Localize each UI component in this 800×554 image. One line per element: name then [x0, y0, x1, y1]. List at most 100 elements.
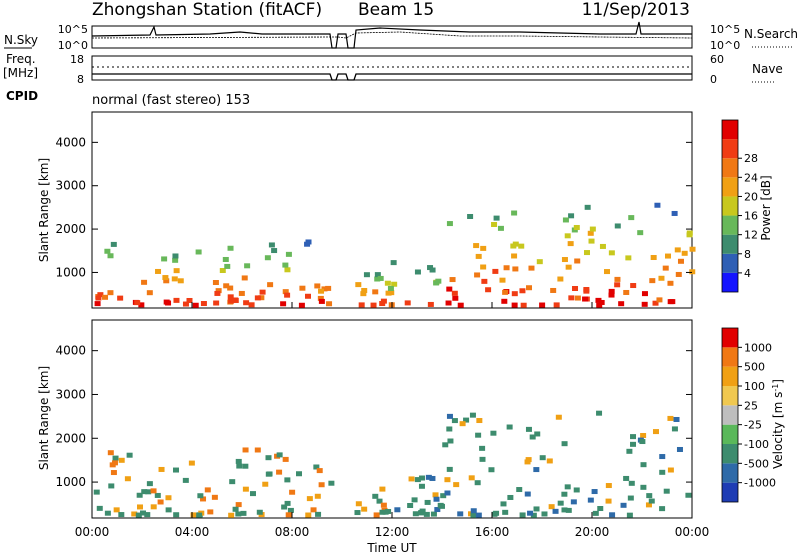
velocity-cell: [287, 507, 294, 513]
power-cell: [503, 265, 510, 271]
velocity-cell: [488, 467, 495, 473]
power-cell: [536, 259, 543, 265]
power-colorbar-swatch: [722, 253, 738, 273]
velocity-cell: [628, 480, 635, 486]
nsearch-label: N.Search: [744, 27, 798, 41]
power-cell: [587, 230, 594, 236]
power-cell: [97, 292, 104, 298]
power-cell: [564, 233, 571, 239]
power-cell: [254, 295, 261, 301]
power-cell: [414, 269, 421, 275]
power-cell: [227, 294, 234, 300]
power-cell: [481, 278, 488, 284]
xtick-label: 00:00: [675, 525, 710, 539]
velocity-cell: [529, 434, 536, 440]
power-cell: [427, 301, 434, 307]
power-cell: [667, 299, 674, 305]
velocity-cell: [313, 464, 320, 470]
power-cell: [427, 265, 434, 271]
velocity-cell: [626, 512, 633, 518]
power-cell: [161, 256, 168, 262]
power-cell: [451, 290, 458, 296]
velocity-cell: [470, 508, 477, 514]
power-cell: [568, 295, 575, 301]
velocity-cell: [506, 424, 513, 430]
power-cell: [171, 276, 178, 282]
power-cell: [574, 258, 581, 264]
power-cell: [671, 210, 678, 216]
freq-unit: [MHz]: [3, 66, 38, 80]
power-cell: [244, 263, 251, 269]
power-cell: [95, 295, 102, 301]
velocity-cell: [284, 477, 291, 483]
noise-search-line: [91, 31, 693, 39]
velocity-cell: [306, 496, 313, 502]
velocity-cell: [382, 509, 389, 515]
velocity-cell: [591, 489, 598, 495]
power-cell: [562, 217, 569, 223]
velocity-cell: [433, 496, 440, 502]
velocity-cell: [141, 489, 148, 495]
power-cell: [232, 297, 239, 303]
velocity-cell: [146, 481, 153, 487]
power-cell: [641, 291, 648, 297]
velocity-cell: [355, 501, 362, 507]
velocity-cell: [507, 494, 514, 500]
power-cell: [314, 283, 321, 289]
power-colorbar-tick-label: 24: [744, 171, 758, 184]
power-cell: [271, 248, 278, 254]
noise-left-tick-top: 10^5: [58, 23, 88, 36]
velocity-cell: [281, 504, 288, 510]
power-cell: [264, 255, 271, 261]
velocity-colorbar-swatch: [722, 366, 738, 386]
power-cell: [528, 265, 535, 271]
power-cell: [625, 255, 632, 261]
power-cell: [227, 245, 234, 251]
power-cell: [215, 288, 222, 294]
power-cell: [467, 213, 474, 219]
velocity-plot-frame: [91, 319, 693, 519]
velocity-cell: [315, 511, 322, 517]
freq-tick-bottom: 8: [77, 73, 84, 86]
power-cell: [282, 289, 289, 295]
velocity-cell: [453, 482, 460, 488]
power-ylabel: Slant Range [km]: [37, 158, 51, 262]
power-cell: [501, 298, 508, 304]
velocity-ylabel: Slant Range [km]: [37, 366, 51, 470]
velocity-cell: [361, 506, 368, 512]
velocity-cell: [104, 510, 111, 516]
power-y-axis: 1000 2000 3000 4000: [55, 135, 692, 279]
power-colorbar-swatch: [722, 120, 738, 140]
power-colorbar: 4 8 12 16 20 24 28: [721, 119, 758, 293]
power-cell: [304, 293, 311, 299]
velocity-cell: [236, 463, 243, 469]
velocity-cell: [412, 511, 419, 517]
velocity-cell: [429, 475, 436, 481]
power-cell: [652, 300, 659, 306]
power-cell: [285, 251, 292, 257]
velocity-cell: [113, 507, 120, 513]
velocity-cell: [418, 483, 425, 489]
velocity-cell: [150, 488, 157, 494]
power-cell: [326, 301, 333, 307]
power-cell: [630, 283, 637, 289]
velocity-colorbar-swatch: [722, 386, 738, 406]
velocity-cell: [242, 447, 249, 453]
power-cells: [94, 202, 696, 308]
velocity-cell: [124, 476, 131, 482]
freq-tick-top: 18: [70, 53, 84, 66]
velocity-colorbar-tick-label: 500: [744, 361, 765, 374]
velocity-cell: [479, 445, 486, 451]
velocity-cell: [659, 469, 666, 475]
velocity-cell: [305, 512, 312, 518]
velocity-cell: [561, 507, 568, 513]
velocity-cell: [444, 490, 451, 496]
power-cell: [117, 295, 124, 301]
velocity-cell: [570, 499, 577, 505]
power-ytick-label: 2000: [55, 222, 86, 236]
power-cell: [491, 221, 498, 227]
power-cell: [485, 287, 492, 293]
velocity-y-axis: 1000 2000 3000 4000: [55, 344, 692, 489]
power-cell: [228, 298, 235, 304]
velocity-cell: [432, 492, 439, 498]
